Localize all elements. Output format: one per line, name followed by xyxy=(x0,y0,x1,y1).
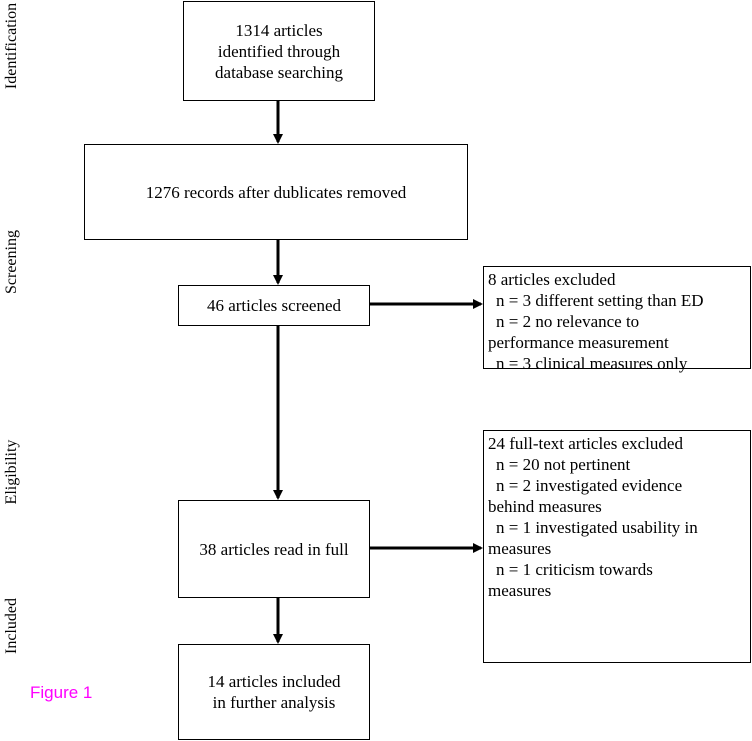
excluded-fulltext-item: n = 20 not pertinent xyxy=(496,455,631,474)
figure-label: Figure 1 xyxy=(30,683,93,702)
box-after-duplicates-text: 1276 records after dublicates removed xyxy=(145,182,407,202)
box-identified-line: database searching xyxy=(215,62,343,82)
excluded-fulltext-item: behind measures xyxy=(488,497,602,516)
box-screened: 46 articles screened xyxy=(178,285,370,326)
box-excluded-screening: 8 articles excluded n = 3 different sett… xyxy=(483,266,751,373)
box-identified-line: identified through xyxy=(217,41,341,61)
box-included-line: 14 articles included xyxy=(207,672,341,691)
excluded-fulltext-item: n = 1 investigated usability in xyxy=(496,518,698,537)
box-after-duplicates: 1276 records after dublicates removed xyxy=(84,144,468,240)
excluded-fulltext-item: n = 2 investigated evidence xyxy=(496,476,683,495)
excluded-screening-title: 8 articles excluded xyxy=(488,270,616,289)
excluded-fulltext-item: measures xyxy=(488,539,552,558)
excluded-screening-item: n = 2 no relevance to xyxy=(496,312,640,331)
box-included-line: in further analysis xyxy=(212,693,336,712)
excluded-screening-item: performance measurement xyxy=(488,333,669,352)
box-excluded-fulltext: 24 full-text articles excluded n = 20 no… xyxy=(483,430,751,663)
box-screened-text: 46 articles screened xyxy=(206,296,342,315)
box-identified-line: 1314 articles xyxy=(235,20,323,40)
excluded-fulltext-item: measures xyxy=(488,581,552,600)
box-identified: 1314 articles identified through databas… xyxy=(183,1,375,101)
excluded-screening-item: n = 3 clinical measures only xyxy=(496,354,688,373)
box-read-full-text: 38 articles read in full xyxy=(199,539,349,559)
box-included: 14 articles included in further analysis xyxy=(178,644,370,740)
box-read-full: 38 articles read in full xyxy=(178,500,370,598)
excluded-screening-item: n = 3 different setting than ED xyxy=(496,291,704,310)
excluded-fulltext-title: 24 full-text articles excluded xyxy=(488,434,683,453)
excluded-fulltext-item: n = 1 criticism towards xyxy=(496,560,653,579)
